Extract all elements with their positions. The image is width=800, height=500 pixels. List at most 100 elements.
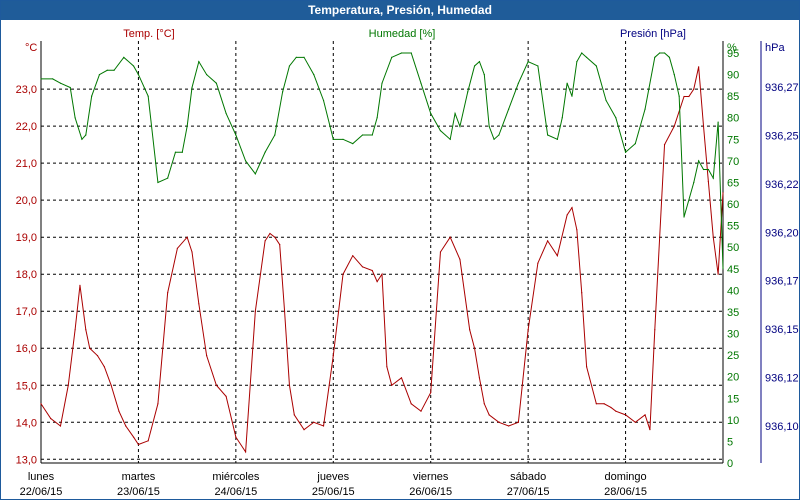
temperature-points [40,66,724,453]
humidity-tick-label: 45 [727,264,739,276]
x-date-label: 23/06/15 [117,486,160,498]
humidity-point [693,181,695,184]
temperature-tick-label: 14,0 [16,417,37,429]
humidity-point [654,56,656,58]
humidity-tick-label: 90 [727,70,739,82]
temperature-point [624,414,627,416]
humidity-tick-label: 65 [727,177,739,189]
temperature-point [556,255,558,257]
humidity-point [215,82,217,84]
humidity-point [91,95,93,97]
humidity-point [586,56,588,58]
pressure-tick-label: 936,12 [765,373,799,385]
humidity-series-line [41,52,724,269]
humidity-points [40,52,724,270]
temperature-point [498,421,500,423]
temperature-point [571,206,573,209]
humidity-tick-label: 20 [727,372,739,384]
temperature-point [410,403,412,405]
temperature-point [89,347,91,349]
temperature-point [59,425,62,427]
humidity-point [498,134,500,136]
humidity-tick-label: 50 [727,242,739,254]
temperature-axis-label: Temp. [°C] [123,28,174,40]
temperature-point [430,392,432,394]
humidity-point [391,56,393,58]
humidity-point [132,65,135,67]
humidity-point [439,130,442,132]
temperature-point [85,329,87,331]
humidity-point [410,52,412,54]
temperature-point [110,384,112,386]
temperature-point [371,269,373,272]
temperature-point [603,403,605,405]
pressure-tick-label: 936,25 [765,130,799,142]
humidity-point [478,61,481,63]
x-date-label: 27/06/15 [507,486,550,498]
temperature-point [74,329,76,331]
temperature-point [517,421,520,423]
temperature-tick-label: 23,0 [16,84,37,96]
humidity-point [493,138,495,140]
humidity-point [186,125,188,127]
pressure-unit: hPa [765,42,785,54]
temperature-point [191,251,193,253]
humidity-point [473,65,476,67]
temperature-point [79,284,81,286]
temperature-point [707,181,709,183]
humidity-point [547,134,549,136]
temperature-point [547,240,549,242]
humidity-point [678,95,680,97]
temperature-point [420,410,422,412]
humidity-point [566,82,568,84]
humidity-point [659,52,661,54]
temperature-point [712,236,714,238]
humidity-point [147,95,149,97]
humidity-point [702,168,705,171]
temperature-point [634,421,636,423]
humidity-point [561,117,563,119]
x-date-label: 22/06/15 [20,486,63,498]
temperature-point [118,410,120,412]
temperature-point [288,384,291,386]
pressure-tick-label: 936,27 [765,82,799,94]
temperature-point [264,240,266,242]
humidity-point [167,177,169,179]
humidity-tick-label: 60 [727,199,739,211]
temperature-point [376,281,378,283]
temperature-point [615,410,617,412]
grid [40,41,762,464]
humidity-point [644,108,646,110]
x-date-label: 25/06/15 [312,486,355,498]
temperature-point [527,329,529,331]
humidity-point [81,138,83,140]
humidity-tick-label: 0 [727,458,733,470]
humidity-point [288,65,291,67]
temperature-tick-label: 21,0 [16,158,37,170]
humidity-point [722,268,724,270]
temperature-point [254,310,256,312]
temperature-point [576,229,578,231]
temperature-point [137,443,140,446]
temperature-point [722,192,724,194]
humidity-point [282,91,284,93]
temperature-point [449,236,451,238]
humidity-point [174,151,177,153]
temperature-tick-label: 17,0 [16,306,37,318]
pressure-tick-label: 936,20 [765,227,799,239]
x-date-label: 28/06/15 [604,486,647,498]
temperature-point [488,414,490,416]
humidity-point [449,138,451,140]
temperature-point [96,355,99,357]
temperature-point [459,258,461,261]
humidity-point [254,173,256,175]
pressure-tick-label: 936,10 [765,421,799,433]
temperature-point [478,377,481,379]
humidity-point [274,134,276,136]
humidity-point [74,117,76,119]
humidity-tick-label: 25 [727,350,739,362]
humidity-tick-label: 70 [727,156,739,168]
humidity-point [52,78,54,80]
temperature-point [693,88,695,90]
